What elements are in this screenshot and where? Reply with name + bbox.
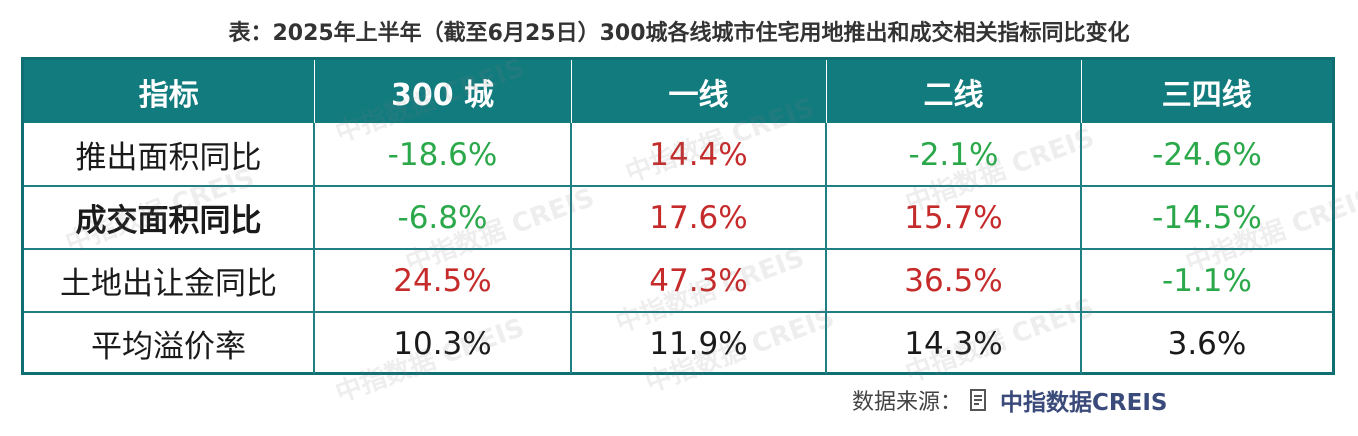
table-cell: -24.6% [1080,123,1332,186]
table-row: 平均溢价率 10.3% 11.9% 14.3% 3.6% [24,311,1332,374]
row-label: 平均溢价率 [24,311,314,374]
table-cell: 36.5% [825,248,1081,312]
table-cell: 15.7% [825,185,1081,249]
table-row: 成交面积同比 -6.8% 17.6% 15.7% -14.5% [24,185,1332,249]
table-cell: -2.1% [825,123,1081,186]
page-title: 表：2025年上半年（截至6月25日）300城各线城市住宅用地推出和成交相关指标… [228,21,1130,46]
table-cell: -6.8% [313,185,571,249]
table-cell: 24.5% [313,248,571,312]
table-cell: 47.3% [570,248,826,312]
data-table: 指标 300 城 一线 二线 三四线 推出面积同比 -18.6% 14.4% -2.1… [24,60,1332,374]
table-header-row: 指标 300 城 一线 二线 三四线 [24,60,1332,124]
source-brand: 中指数据CREIS [1000,390,1168,416]
column-header-tier3-4: 三四线 [1080,60,1332,124]
table-cell: -18.6% [313,123,571,186]
row-label: 成交面积同比 [24,185,314,249]
table-cell: 11.9% [570,311,826,374]
table-row: 推出面积同比 -18.6% 14.4% -2.1% -24.6% [24,123,1332,186]
document-icon [970,389,987,411]
table-cell: -14.5% [1080,185,1332,249]
row-label: 推出面积同比 [75,140,262,176]
column-header-300-cities: 300 城 [313,60,571,124]
table-cell: 3.6% [1080,311,1332,374]
column-header-tier2: 二线 [825,60,1081,124]
data-table-container: 指标 300 城 一线 二线 三四线 推出面积同比 -18.6% 14.4% -2.1… [21,57,1335,375]
table-cell: 14.4% [570,123,826,186]
data-source: 数据来源： 中指数据CREIS [852,384,1167,416]
table-cell: 14.3% [825,311,1081,374]
row-label: 土地出让金同比 [24,248,314,312]
table-row: 土地出让金同比 24.5% 47.3% 36.5% -1.1% [24,248,1332,312]
column-header-indicator: 指标 [24,60,314,124]
column-header-tier1: 一线 [570,60,826,124]
source-label: 数据来源： [852,390,963,415]
table-cell: -1.1% [1080,248,1332,312]
table-cell: 17.6% [570,185,826,249]
table-cell: 10.3% [313,311,571,374]
